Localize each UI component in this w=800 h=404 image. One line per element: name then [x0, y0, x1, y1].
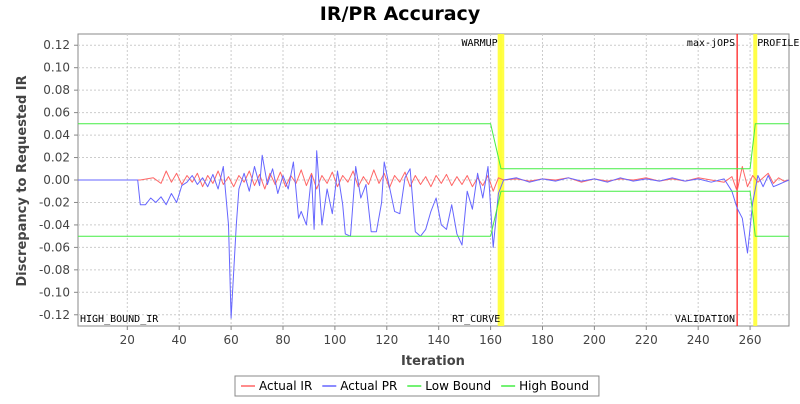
series-lines — [78, 123, 790, 319]
y-tick-label: 0.04 — [43, 128, 70, 142]
x-tick-label: 60 — [223, 333, 238, 347]
marker-label: RT_CURVE — [452, 314, 500, 325]
x-tick-label: 80 — [275, 333, 290, 347]
y-tick-label: -0.12 — [39, 308, 70, 322]
y-tick-label: 0.06 — [43, 106, 70, 120]
legend: Actual IR Actual PR Low Bound High Bound — [234, 375, 600, 397]
x-tick-label: 120 — [375, 333, 398, 347]
y-tick-label: -0.10 — [39, 285, 70, 299]
legend-entry: Actual PR — [340, 379, 397, 393]
y-tick-label: 0.02 — [43, 151, 70, 165]
y-tick-label: 0.08 — [43, 83, 70, 97]
y-tick-label: 0.12 — [43, 38, 70, 52]
series-line — [78, 190, 789, 237]
y-axis-label: Discrepancy to Requested IR — [15, 75, 30, 286]
marker-label: WARMUP — [462, 38, 498, 49]
grid-lines — [78, 34, 789, 326]
series-line — [78, 123, 789, 170]
chart-title: IR/PR Accuracy — [320, 3, 481, 25]
series-line — [78, 166, 790, 192]
x-axis-label: Iteration — [401, 354, 465, 369]
marker-label: VALIDATION — [675, 314, 735, 325]
x-tick-label: 100 — [323, 333, 346, 347]
x-tick-label: 140 — [427, 333, 450, 347]
y-tick-label: -0.08 — [39, 263, 70, 277]
y-tick-label: -0.02 — [39, 195, 70, 209]
legend-entry: Low Bound — [425, 379, 491, 393]
series-line — [78, 150, 790, 319]
x-tick-label: 180 — [531, 333, 554, 347]
x-tick-label: 220 — [635, 333, 658, 347]
y-tick-label: 0.00 — [43, 173, 70, 187]
marker-label: max-jOPS — [687, 38, 735, 49]
y-tick-label: 0.10 — [43, 61, 70, 75]
legend-entry: High Bound — [519, 379, 589, 393]
y-tick-label: -0.04 — [39, 218, 70, 232]
y-tick-label: -0.06 — [39, 240, 70, 254]
x-tick-label: 40 — [172, 333, 187, 347]
legend-entry: Actual IR — [259, 379, 312, 393]
phase-markers: WARMUP RT_CURVE max-jOPS VALIDATION PROFILE H… — [80, 34, 799, 326]
axis-ticks: 20 40 60 80 100 120 140 160 180 200 220 240 260 -0.12… — [39, 38, 762, 347]
x-tick-label: 20 — [120, 333, 135, 347]
x-tick-label: 200 — [583, 333, 606, 347]
x-tick-label: 160 — [479, 333, 502, 347]
marker-label: PROFILE — [757, 38, 799, 49]
x-tick-label: 240 — [687, 333, 710, 347]
marker-label: HIGH_BOUND_IR — [80, 314, 159, 325]
x-tick-label: 260 — [739, 333, 762, 347]
